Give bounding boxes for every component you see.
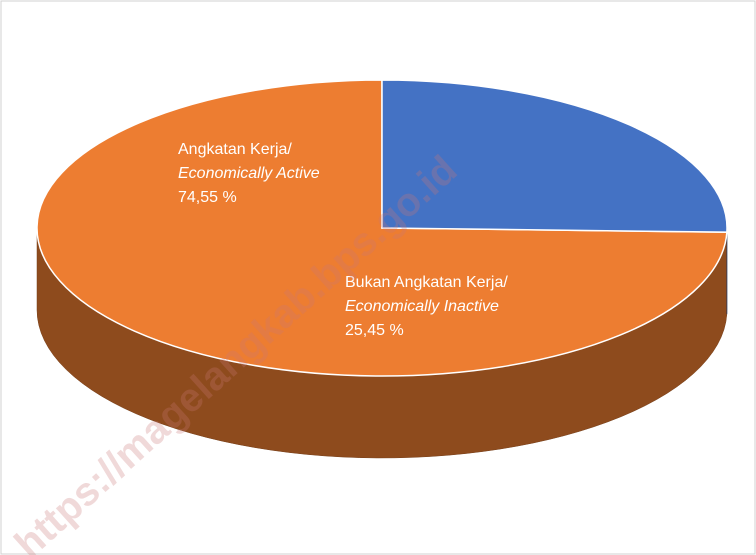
labels: Angkatan Kerja/Economically Active 74,55 … [178,141,508,339]
pie [36,79,728,459]
slice-label-en: Economically Inactive [345,298,499,315]
slice [381,79,728,233]
slice-label: Angkatan Kerja/ [178,141,292,158]
value-label: 74,55 % [178,189,237,206]
slice-label: Bukan Angkatan Kerja/ [345,274,508,291]
slice-label-en: Economically Active [178,165,320,182]
value-label: 25,45 % [345,322,404,339]
